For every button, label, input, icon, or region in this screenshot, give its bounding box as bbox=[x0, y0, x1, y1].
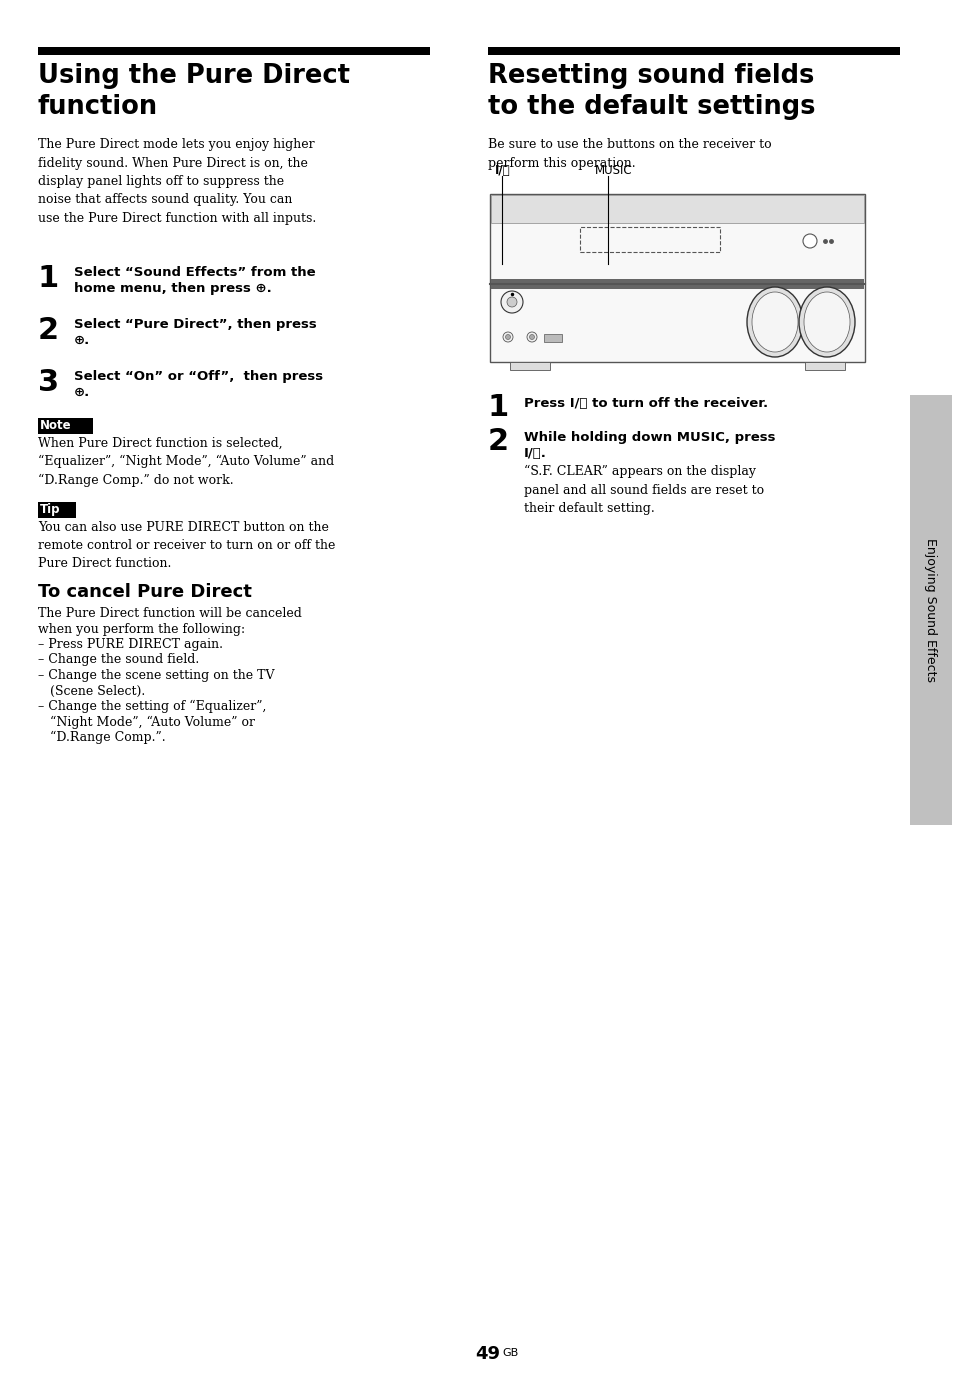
Text: when you perform the following:: when you perform the following: bbox=[38, 622, 245, 636]
Text: The Pure Direct function will be canceled: The Pure Direct function will be cancele… bbox=[38, 607, 301, 621]
Text: Select “On” or “Off”,  then press: Select “On” or “Off”, then press bbox=[74, 369, 323, 383]
Text: ⊕.: ⊕. bbox=[74, 386, 91, 400]
Text: Enjoying Sound Effects: Enjoying Sound Effects bbox=[923, 538, 937, 682]
Ellipse shape bbox=[746, 287, 802, 357]
Text: – Change the sound field.: – Change the sound field. bbox=[38, 654, 199, 666]
Text: 3: 3 bbox=[38, 368, 59, 397]
Text: Press I/⏻ to turn off the receiver.: Press I/⏻ to turn off the receiver. bbox=[523, 397, 767, 411]
FancyBboxPatch shape bbox=[804, 362, 844, 369]
Text: 1: 1 bbox=[488, 393, 509, 422]
Text: “D.Range Comp.”.: “D.Range Comp.”. bbox=[38, 730, 166, 744]
Text: – Press PURE DIRECT again.: – Press PURE DIRECT again. bbox=[38, 638, 223, 651]
Text: Using the Pure Direct: Using the Pure Direct bbox=[38, 63, 350, 89]
Ellipse shape bbox=[751, 292, 797, 351]
Text: – Change the setting of “Equalizer”,: – Change the setting of “Equalizer”, bbox=[38, 700, 266, 713]
FancyBboxPatch shape bbox=[491, 195, 863, 222]
Circle shape bbox=[502, 332, 513, 342]
Text: 2: 2 bbox=[38, 316, 59, 345]
Text: Select “Pure Direct”, then press: Select “Pure Direct”, then press bbox=[74, 319, 316, 331]
FancyBboxPatch shape bbox=[38, 47, 430, 55]
Text: function: function bbox=[38, 93, 158, 119]
Text: ⊕.: ⊕. bbox=[74, 334, 91, 347]
FancyBboxPatch shape bbox=[579, 227, 720, 253]
Text: 49: 49 bbox=[475, 1346, 499, 1363]
Circle shape bbox=[506, 297, 517, 308]
Text: Note: Note bbox=[40, 419, 71, 432]
Text: When Pure Direct function is selected,
“Equalizer”, “Night Mode”, “Auto Volume” : When Pure Direct function is selected, “… bbox=[38, 437, 334, 486]
FancyBboxPatch shape bbox=[38, 503, 76, 518]
Text: “Night Mode”, “Auto Volume” or: “Night Mode”, “Auto Volume” or bbox=[38, 715, 254, 729]
Ellipse shape bbox=[803, 292, 849, 351]
FancyBboxPatch shape bbox=[909, 395, 951, 825]
Text: to the default settings: to the default settings bbox=[488, 93, 815, 119]
Text: Be sure to use the buttons on the receiver to
perform this operation.: Be sure to use the buttons on the receiv… bbox=[488, 139, 771, 169]
Text: (Scene Select).: (Scene Select). bbox=[38, 685, 145, 697]
Text: I/⏻: I/⏻ bbox=[495, 163, 510, 177]
Text: Resetting sound fields: Resetting sound fields bbox=[488, 63, 814, 89]
Text: While holding down MUSIC, press: While holding down MUSIC, press bbox=[523, 431, 775, 443]
Text: Tip: Tip bbox=[40, 503, 60, 516]
Text: GB: GB bbox=[501, 1348, 517, 1358]
Circle shape bbox=[505, 335, 510, 339]
Circle shape bbox=[802, 233, 816, 249]
Text: 2: 2 bbox=[488, 427, 509, 456]
Text: MUSIC: MUSIC bbox=[595, 163, 632, 177]
Circle shape bbox=[526, 332, 537, 342]
FancyBboxPatch shape bbox=[490, 194, 864, 362]
FancyBboxPatch shape bbox=[38, 417, 92, 434]
Text: The Pure Direct mode lets you enjoy higher
fidelity sound. When Pure Direct is o: The Pure Direct mode lets you enjoy high… bbox=[38, 139, 315, 225]
Text: Select “Sound Effects” from the: Select “Sound Effects” from the bbox=[74, 266, 315, 279]
FancyBboxPatch shape bbox=[543, 334, 561, 342]
Ellipse shape bbox=[799, 287, 854, 357]
FancyBboxPatch shape bbox=[510, 362, 550, 369]
FancyBboxPatch shape bbox=[488, 47, 899, 55]
Text: – Change the scene setting on the TV: – Change the scene setting on the TV bbox=[38, 669, 274, 682]
Text: 1: 1 bbox=[38, 264, 59, 292]
Text: I/⏻.: I/⏻. bbox=[523, 448, 546, 460]
Circle shape bbox=[529, 335, 534, 339]
Text: home menu, then press ⊕.: home menu, then press ⊕. bbox=[74, 281, 272, 295]
Circle shape bbox=[500, 291, 522, 313]
Text: “S.F. CLEAR” appears on the display
panel and all sound fields are reset to
thei: “S.F. CLEAR” appears on the display pane… bbox=[523, 465, 763, 515]
Text: You can also use PURE DIRECT button on the
remote control or receiver to turn on: You can also use PURE DIRECT button on t… bbox=[38, 520, 335, 570]
FancyBboxPatch shape bbox=[491, 279, 863, 288]
Text: To cancel Pure Direct: To cancel Pure Direct bbox=[38, 584, 252, 601]
